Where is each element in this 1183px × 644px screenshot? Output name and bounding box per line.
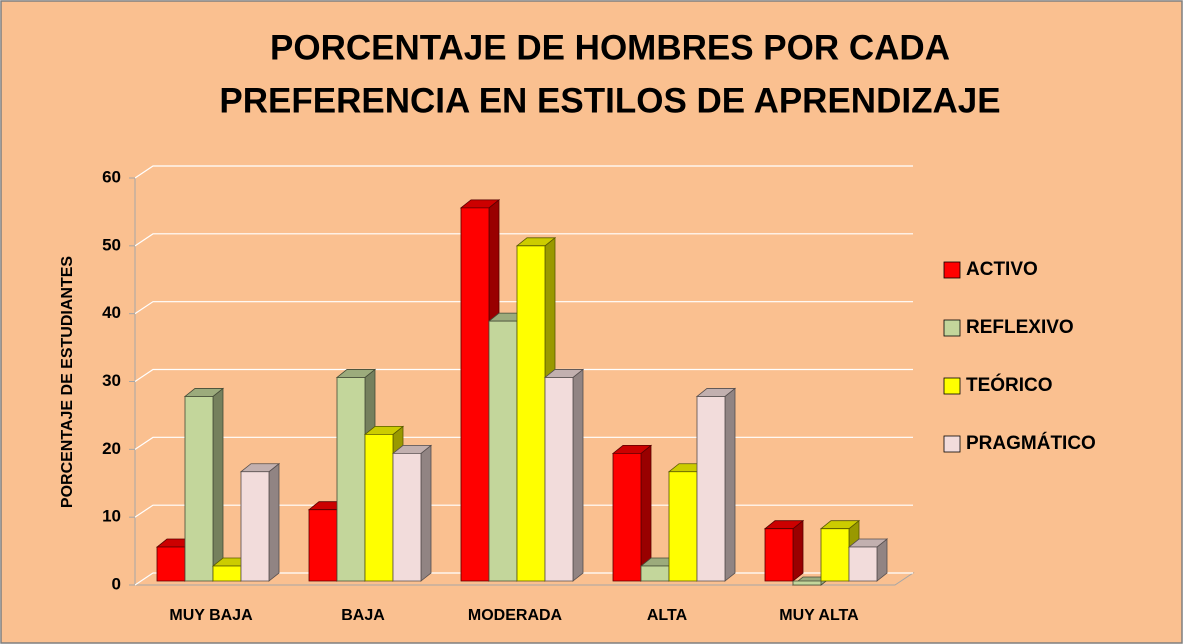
legend-swatch — [943, 377, 961, 395]
bar-face — [460, 207, 490, 582]
bar-face — [848, 546, 878, 582]
bar-face — [336, 377, 366, 582]
bar-face — [820, 528, 850, 582]
grid-line — [134, 368, 913, 382]
legend-label: ACTIVO — [966, 259, 1038, 280]
bar — [239, 462, 281, 582]
bar-face — [640, 565, 670, 582]
bar-face — [364, 434, 394, 582]
bar — [763, 519, 805, 582]
y-tick-label: 60 — [102, 167, 121, 186]
bar-face — [764, 528, 794, 582]
legend-label: TEÓRICO — [966, 374, 1053, 396]
y-tick-label: 50 — [102, 235, 121, 254]
legend-label: PRAGMÁTICO — [966, 432, 1096, 454]
legend-swatch — [943, 319, 961, 337]
y-axis-label: PORCENTAJE DE ESTUDIANTES — [59, 256, 76, 509]
bar-face — [156, 546, 186, 582]
grid-line — [134, 504, 913, 518]
bar-face — [544, 377, 574, 582]
bar-face — [268, 462, 280, 582]
y-tick-label: 20 — [102, 439, 121, 458]
chart-title: PORCENTAJE DE HOMBRES POR CADA — [270, 28, 950, 67]
y-tick-label: 30 — [102, 371, 121, 390]
x-tick-label: MODERADA — [468, 607, 563, 624]
x-tick-label: BAJA — [341, 607, 385, 624]
bar-face — [668, 471, 698, 582]
grid-line — [134, 233, 913, 247]
x-tick-label: MUY ALTA — [779, 607, 859, 624]
bar-face — [612, 453, 642, 582]
chart-title: PREFERENCIA EN ESTILOS DE APRENDIZAJE — [219, 81, 1000, 120]
bar-face — [308, 509, 338, 582]
legend-label: REFLEXIVO — [966, 317, 1074, 338]
x-tick-label: MUY BAJA — [169, 607, 253, 624]
grid-line — [134, 165, 913, 179]
bar-face — [792, 519, 804, 582]
bar-face — [696, 396, 726, 582]
bar-face — [212, 387, 224, 582]
y-tick-label: 0 — [112, 574, 121, 593]
bar-face — [516, 245, 546, 582]
y-tick-label: 40 — [102, 303, 121, 322]
bar-face — [572, 368, 584, 582]
grid-line — [134, 301, 913, 315]
bar — [695, 387, 737, 582]
bar — [183, 387, 225, 582]
bar-face — [792, 580, 822, 586]
bar-face — [240, 471, 270, 582]
bar — [611, 444, 653, 582]
bar-face — [724, 387, 736, 582]
bar-face — [184, 396, 214, 582]
bar — [543, 368, 585, 582]
x-tick-label: ALTA — [647, 607, 688, 624]
grid-line — [134, 436, 913, 450]
bar — [391, 444, 433, 582]
bar-face — [488, 320, 518, 582]
legend-swatch — [943, 261, 961, 279]
bar — [847, 538, 889, 582]
bar-face — [420, 444, 432, 582]
y-tick-label: 10 — [102, 507, 121, 526]
bar-face — [392, 453, 422, 582]
bar-face — [212, 565, 242, 582]
legend-swatch — [943, 435, 961, 453]
